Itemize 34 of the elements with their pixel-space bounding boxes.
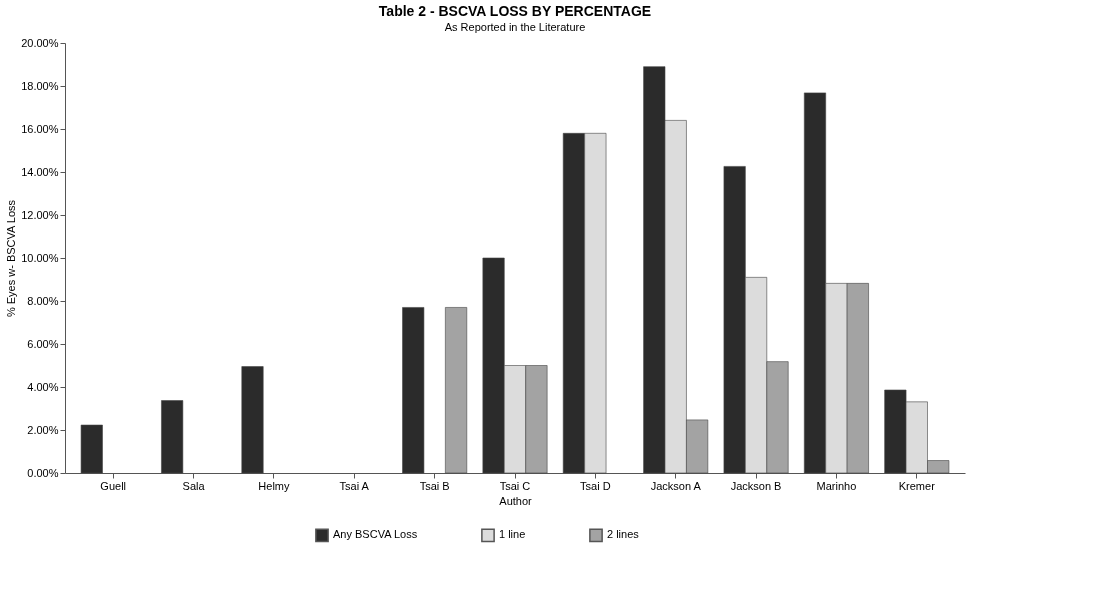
x-axis-title: Author: [499, 494, 533, 507]
x-tick-label: Tsai C: [499, 479, 531, 492]
chart-subtitle: As Reported in the Literature: [444, 21, 586, 33]
legend-label: 1 line: [499, 528, 526, 541]
bar: [402, 307, 425, 474]
bar: [241, 366, 264, 474]
x-tick-label: Jackson A: [650, 479, 702, 492]
y-tick-label: 6.00%: [27, 337, 59, 350]
bar: [80, 424, 103, 474]
bar: [445, 307, 468, 474]
x-tick-label: Kremer: [898, 479, 936, 492]
y-tick-label: 16.00%: [21, 122, 59, 135]
x-tick-label: Helmy: [258, 479, 291, 492]
y-tick-label: 10.00%: [21, 251, 59, 264]
y-tick-label: 18.00%: [21, 79, 59, 92]
x-tick-label: Tsai A: [339, 479, 370, 492]
x-tick-label: Sala: [182, 479, 206, 492]
y-tick-label: 8.00%: [27, 294, 59, 307]
x-tick-label: Marinho: [816, 479, 857, 492]
bar: [161, 400, 184, 474]
chart-title: Table 2 - BSCVA LOSS BY PERCENTAGE: [378, 3, 652, 19]
y-tick-label: 0.00%: [27, 466, 59, 479]
x-tick-label: Jackson B: [730, 479, 782, 492]
y-tick-label: 2.00%: [27, 423, 59, 436]
legend-label: Any BSCVA Loss: [333, 528, 418, 541]
x-tick-label: Guell: [100, 479, 127, 492]
legend-label: 2 lines: [607, 528, 640, 541]
x-tick-label: Tsai B: [419, 479, 450, 492]
y-tick-label: 12.00%: [21, 208, 59, 221]
y-tick-label: 4.00%: [27, 380, 59, 393]
x-tick-label: Tsai D: [580, 479, 611, 492]
y-axis-title: % Eyes w- BSCVA Loss: [5, 199, 18, 318]
y-tick-label: 14.00%: [21, 165, 59, 178]
y-tick-label: 20.00%: [21, 36, 59, 49]
